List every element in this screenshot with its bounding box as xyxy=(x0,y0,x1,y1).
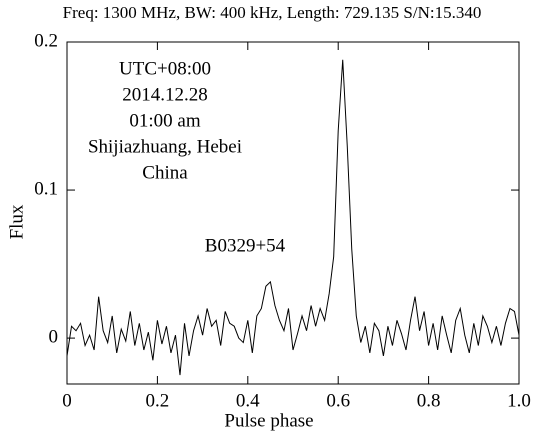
y-tick-label: 0 xyxy=(49,326,59,347)
x-tick-label: 0.8 xyxy=(417,390,441,411)
x-tick-label: 0.4 xyxy=(236,390,260,411)
annotation: China xyxy=(142,162,188,183)
annotation: 2014.12.28 xyxy=(122,84,208,105)
annotation: 01:00 am xyxy=(129,110,200,131)
y-tick-label: 0.1 xyxy=(34,178,58,199)
x-tick-label: 0.6 xyxy=(326,390,350,411)
annotation: Shijiazhuang, Hebei xyxy=(88,136,242,157)
y-axis-label: Flux xyxy=(6,204,27,239)
profile-line xyxy=(66,59,520,376)
source-label: B0329+54 xyxy=(205,235,286,256)
x-tick-label: 0.2 xyxy=(146,390,170,411)
y-tick-label: 0.2 xyxy=(34,30,58,51)
plot-frame xyxy=(66,41,520,385)
annotation: UTC+08:00 xyxy=(119,58,211,79)
x-axis-label: Pulse phase xyxy=(224,410,313,431)
x-tick-label: 0 xyxy=(62,390,72,411)
chart-title: Freq: 1300 MHz, BW: 400 kHz, Length: 729… xyxy=(63,3,482,22)
x-tick-label: 1.0 xyxy=(507,390,531,411)
